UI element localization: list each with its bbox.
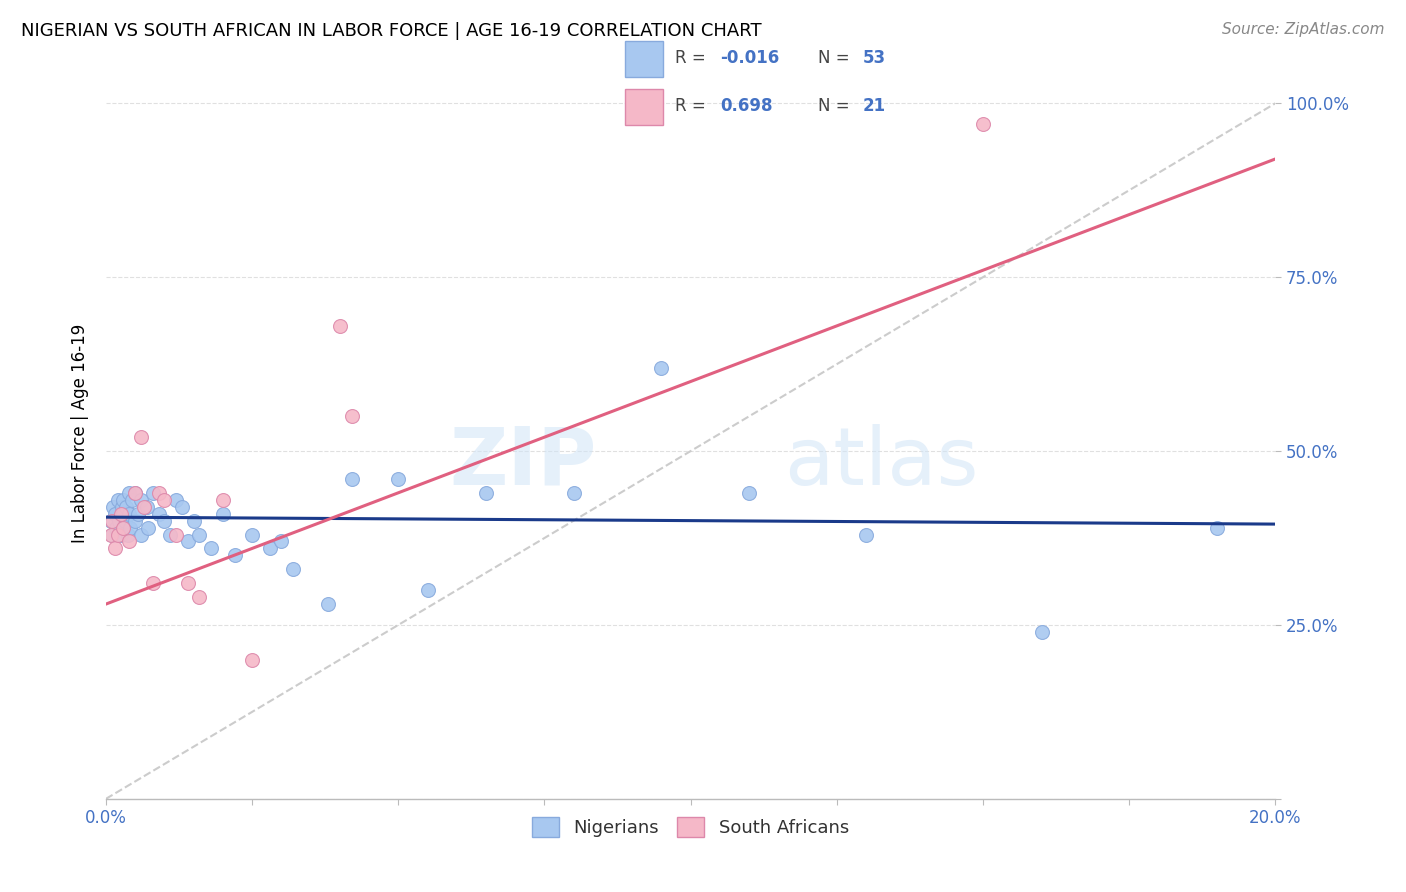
- Text: NIGERIAN VS SOUTH AFRICAN IN LABOR FORCE | AGE 16-19 CORRELATION CHART: NIGERIAN VS SOUTH AFRICAN IN LABOR FORCE…: [21, 22, 762, 40]
- Point: [148, 485, 170, 500]
- Point: [112, 492, 135, 507]
- Point: [1031, 624, 1053, 639]
- Text: 53: 53: [863, 49, 886, 67]
- Point: [100, 527, 122, 541]
- Point: [136, 520, 159, 534]
- Point: [259, 541, 281, 556]
- Point: [100, 514, 122, 528]
- Point: [212, 492, 235, 507]
- Point: [170, 500, 193, 514]
- Point: [738, 485, 761, 500]
- Point: [165, 527, 187, 541]
- Point: [107, 527, 129, 541]
- Point: [114, 514, 136, 528]
- Point: [118, 507, 141, 521]
- Y-axis label: In Labor Force | Age 16-19: In Labor Force | Age 16-19: [72, 324, 89, 543]
- Point: [104, 507, 127, 521]
- Point: [104, 541, 127, 556]
- Point: [416, 583, 439, 598]
- Point: [270, 534, 292, 549]
- Point: [132, 500, 155, 514]
- Text: ZIP: ZIP: [450, 424, 598, 502]
- Point: [387, 472, 409, 486]
- Point: [110, 507, 132, 521]
- Point: [475, 485, 498, 500]
- Point: [124, 485, 146, 500]
- Point: [159, 527, 181, 541]
- Point: [129, 527, 152, 541]
- Point: [183, 514, 205, 528]
- Point: [124, 514, 146, 528]
- Point: [124, 485, 146, 500]
- Point: [188, 527, 211, 541]
- Point: [224, 549, 246, 563]
- Point: [329, 318, 352, 333]
- Text: atlas: atlas: [785, 424, 979, 502]
- Point: [188, 590, 211, 604]
- Point: [200, 541, 222, 556]
- Point: [112, 507, 135, 521]
- Point: [240, 653, 263, 667]
- Point: [142, 576, 165, 591]
- Point: [100, 527, 122, 541]
- Point: [340, 472, 363, 486]
- Point: [972, 117, 994, 131]
- Text: 0.698: 0.698: [720, 96, 773, 114]
- Legend: Nigerians, South Africans: Nigerians, South Africans: [524, 809, 856, 845]
- Point: [855, 527, 877, 541]
- Point: [118, 485, 141, 500]
- Text: R =: R =: [675, 96, 711, 114]
- Point: [148, 507, 170, 521]
- Point: [650, 360, 672, 375]
- Point: [112, 520, 135, 534]
- Point: [177, 576, 200, 591]
- Text: -0.016: -0.016: [720, 49, 779, 67]
- Point: [340, 409, 363, 424]
- Point: [129, 430, 152, 444]
- Point: [153, 492, 176, 507]
- Point: [112, 520, 135, 534]
- Point: [165, 492, 187, 507]
- Point: [107, 514, 129, 528]
- Point: [142, 485, 165, 500]
- Text: N =: N =: [818, 96, 855, 114]
- Point: [153, 514, 176, 528]
- Point: [212, 507, 235, 521]
- Point: [120, 520, 142, 534]
- Point: [110, 527, 132, 541]
- Point: [127, 507, 149, 521]
- Point: [101, 500, 124, 514]
- Point: [118, 534, 141, 549]
- Point: [316, 597, 339, 611]
- Text: N =: N =: [818, 49, 855, 67]
- Point: [115, 500, 138, 514]
- Point: [240, 527, 263, 541]
- Point: [100, 514, 122, 528]
- FancyBboxPatch shape: [626, 89, 664, 125]
- Point: [121, 492, 143, 507]
- Point: [105, 520, 128, 534]
- Text: Source: ZipAtlas.com: Source: ZipAtlas.com: [1222, 22, 1385, 37]
- Point: [107, 492, 129, 507]
- Point: [129, 492, 152, 507]
- Point: [177, 534, 200, 549]
- Text: 21: 21: [863, 96, 886, 114]
- Point: [111, 500, 134, 514]
- Point: [562, 485, 585, 500]
- FancyBboxPatch shape: [626, 41, 664, 77]
- Point: [117, 527, 139, 541]
- Text: R =: R =: [675, 49, 711, 67]
- Point: [1206, 520, 1229, 534]
- Point: [135, 500, 157, 514]
- Point: [281, 562, 304, 576]
